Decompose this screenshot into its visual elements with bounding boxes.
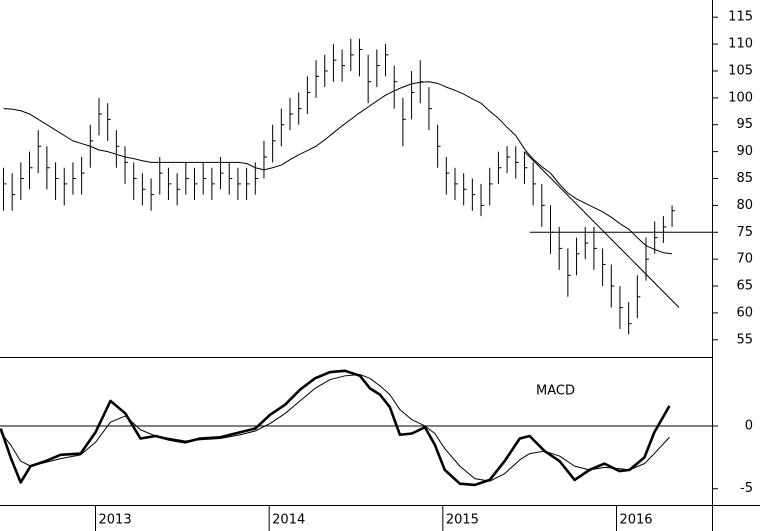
y-tick-label: 100: [728, 90, 753, 105]
y-tick-label: 80: [736, 198, 753, 213]
y-tick-label: 105: [728, 63, 753, 78]
x-tick-label: 2015: [446, 513, 479, 528]
y-tick-label: 0: [745, 418, 753, 433]
y-tick-label: 90: [736, 144, 753, 159]
y-tick-label: 55: [736, 332, 753, 347]
y-tick-label: 75: [736, 225, 753, 240]
series-line: [0, 369, 671, 487]
trend-line: [524, 151, 680, 308]
y-tick-label: 115: [728, 10, 753, 25]
y-tick-label: 70: [736, 252, 753, 267]
y-tick-label: 95: [736, 117, 753, 132]
x-tick-label: 2014: [272, 513, 305, 528]
annotation: MACD: [536, 384, 575, 399]
x-tick-label: 2016: [619, 513, 652, 528]
series-line: [0, 374, 670, 482]
y-tick-label: 85: [736, 171, 753, 186]
y-tick-label: 65: [736, 279, 753, 294]
y-tick-label: 60: [736, 305, 753, 320]
y-tick-label: 110: [728, 37, 753, 52]
series-line: [3, 81, 673, 255]
x-tick-label: 2013: [99, 513, 132, 528]
y-tick-label: -5: [740, 481, 753, 496]
